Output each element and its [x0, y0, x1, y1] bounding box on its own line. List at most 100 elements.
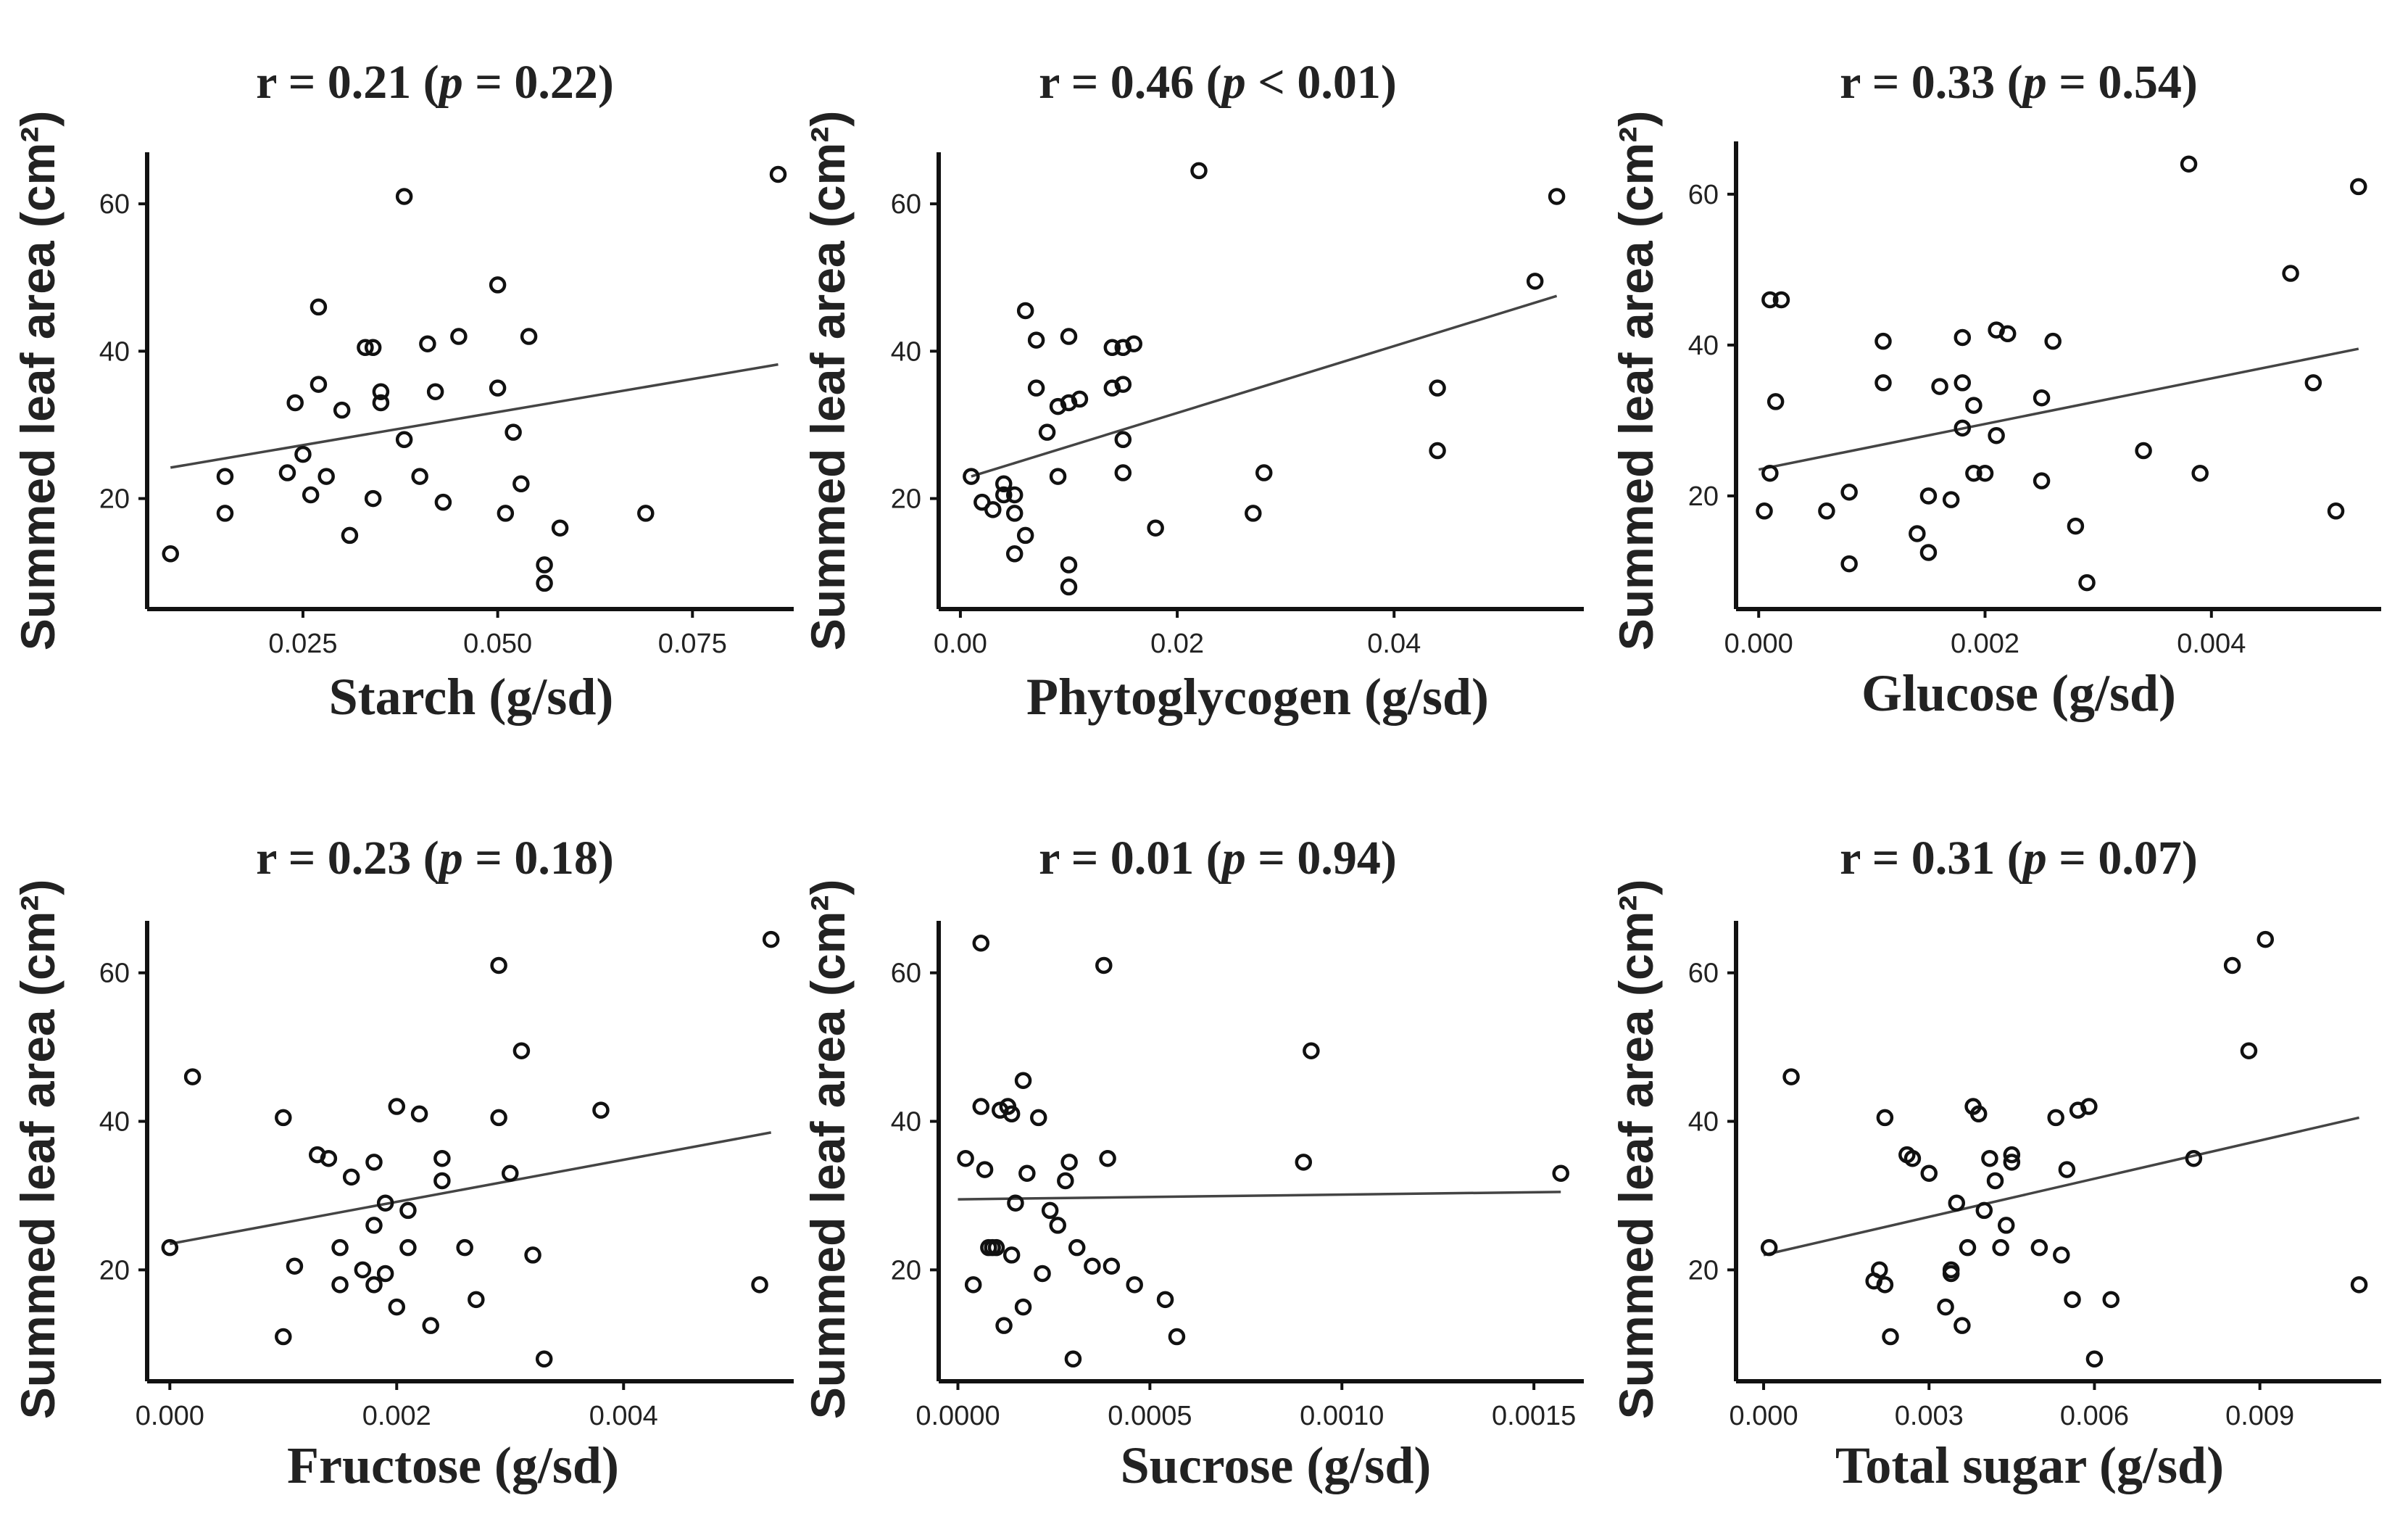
data-point	[1014, 1298, 1032, 1316]
data-point	[551, 519, 569, 537]
data-point	[2047, 1109, 2064, 1127]
data-point	[1942, 491, 1960, 508]
data-point	[388, 1298, 406, 1316]
data-point	[1064, 1350, 1082, 1368]
data-point	[1526, 273, 1544, 290]
data-point	[1099, 1149, 1116, 1167]
data-point	[294, 445, 312, 463]
data-point	[1002, 1246, 1021, 1264]
panel-title: r = 0.21 (p = 0.22)	[256, 56, 614, 109]
data-point	[419, 335, 436, 352]
data-point	[456, 1238, 473, 1257]
data-point	[1071, 390, 1089, 408]
data-point	[957, 1149, 974, 1167]
x-tick-label: 0.002	[362, 1401, 431, 1431]
data-point	[426, 383, 444, 400]
data-point	[1986, 1172, 2004, 1190]
data-point	[450, 328, 468, 345]
x-tick-label: 0.000	[1729, 1401, 1798, 1431]
data-point	[1903, 1149, 1922, 1167]
data-point	[1782, 1068, 1800, 1085]
y-tick-label: 20	[891, 1255, 921, 1286]
panel-title: r = 0.23 (p = 0.18)	[256, 832, 614, 885]
panel-title: r = 0.46 (p < 0.01)	[1039, 56, 1397, 109]
x-tick-label: 0.075	[658, 629, 727, 659]
data-point	[372, 394, 390, 412]
data-point	[1919, 487, 1938, 505]
data-point	[468, 1291, 485, 1309]
panel-3: 20 40 60 0.000 0.002 0.004 r = 0.33 (p = 0.54)…	[1609, 56, 2381, 722]
y-tick-label: 20	[1688, 1255, 1719, 1286]
data-point	[1965, 464, 1983, 482]
x-tick-label: 0.00	[934, 629, 987, 659]
data-point	[1147, 519, 1164, 537]
data-point	[1998, 325, 2017, 343]
data-point	[1027, 379, 1045, 397]
data-point	[1038, 423, 1056, 441]
data-point	[354, 1261, 372, 1279]
data-point	[310, 298, 328, 316]
data-point	[341, 526, 359, 545]
x-tick-label: 0.050	[463, 629, 532, 659]
data-point	[1255, 464, 1273, 481]
y-axis-label: Summed leaf area (cm²)	[1609, 111, 1663, 651]
data-point	[365, 1217, 383, 1234]
data-point	[1874, 374, 1892, 392]
panel-2: 20 40 60 0.00 0.02 0.04 r = 0.46 (p < 0.01) Phy…	[801, 56, 1584, 726]
data-point	[2180, 155, 2198, 173]
x-tick-label: 0.009	[2225, 1401, 2294, 1431]
regression-line	[170, 363, 779, 469]
data-point	[1245, 505, 1262, 522]
data-point	[1429, 442, 1446, 460]
x-tick-label: 0.02	[1150, 629, 1204, 659]
y-axis-label: Summed leaf area (cm²)	[1609, 880, 1663, 1420]
y-tick-label: 60	[1688, 959, 1719, 989]
x-tick-label: 0.002	[1951, 629, 2019, 659]
data-point	[2067, 517, 2085, 535]
data-point	[2033, 389, 2051, 407]
data-point	[536, 556, 553, 574]
y-tick-label: 40	[1688, 1107, 1719, 1138]
data-point	[376, 1194, 394, 1212]
data-point	[1103, 1257, 1121, 1275]
data-point	[1002, 1105, 1021, 1123]
data-point	[216, 468, 234, 485]
data-point	[1034, 1265, 1051, 1283]
data-point	[1005, 486, 1024, 504]
data-point	[2080, 1098, 2098, 1115]
y-tick-label: 60	[891, 189, 921, 220]
data-point	[1975, 1201, 1993, 1220]
data-point	[1959, 1238, 1977, 1257]
data-point	[1965, 397, 1983, 414]
y-tick-label: 60	[99, 959, 130, 989]
data-point	[2282, 265, 2299, 282]
data-point	[161, 1238, 179, 1257]
y-tick-label: 60	[99, 189, 130, 220]
data-point	[489, 276, 507, 294]
data-point	[1060, 578, 1078, 596]
panel-title: r = 0.33 (p = 0.54)	[1840, 56, 2198, 109]
data-point	[1007, 1194, 1024, 1212]
data-point	[1049, 1217, 1066, 1234]
data-point	[1954, 1317, 1971, 1334]
data-point	[535, 1350, 553, 1368]
data-point	[422, 1317, 439, 1334]
data-point	[1761, 291, 1779, 309]
data-point	[769, 165, 787, 183]
data-point	[1103, 339, 1121, 357]
data-point	[2053, 1246, 2070, 1264]
data-point	[2044, 332, 2062, 350]
x-tick-label: 0.025	[268, 629, 337, 659]
data-point	[1756, 502, 1773, 520]
panel-title: r = 0.01 (p = 0.94)	[1039, 832, 1397, 885]
data-point	[1818, 502, 1835, 520]
data-point	[331, 1276, 349, 1294]
data-point	[395, 431, 413, 449]
data-point	[372, 383, 390, 400]
y-tick-label: 40	[99, 1107, 130, 1138]
data-point	[524, 1246, 541, 1264]
data-point	[1772, 291, 1790, 309]
data-point	[995, 486, 1013, 504]
data-point	[984, 501, 1002, 518]
data-point	[1041, 1201, 1059, 1220]
